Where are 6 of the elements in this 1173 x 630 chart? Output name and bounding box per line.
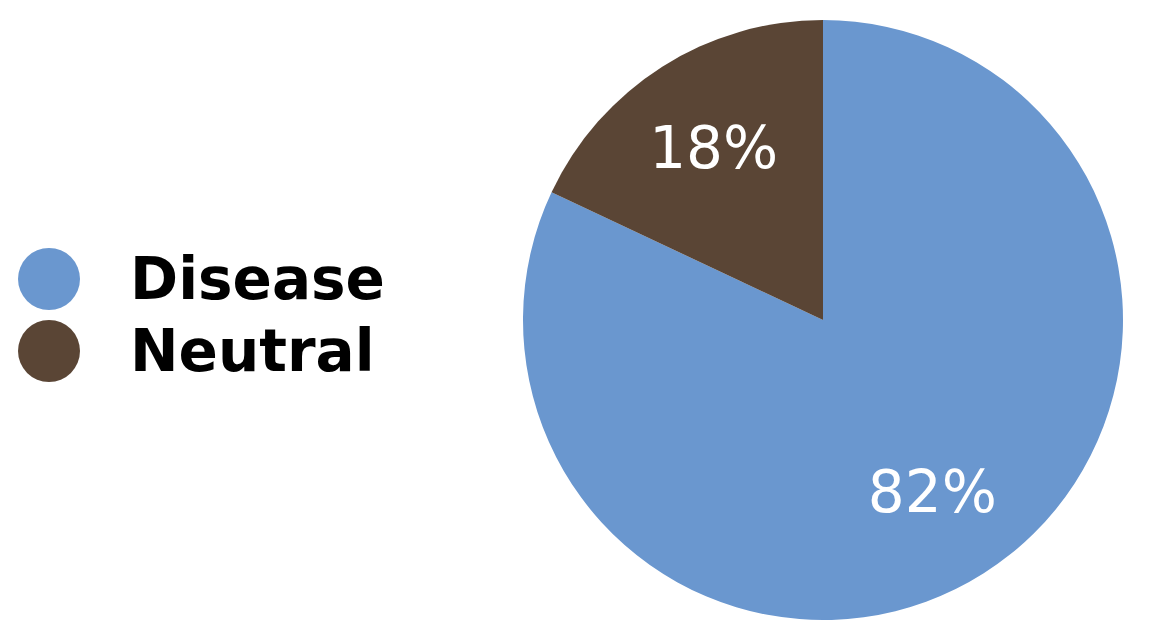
- data-label: 18%: [649, 113, 779, 182]
- pie-slice: [523, 20, 1123, 620]
- data-label: 82%: [867, 458, 997, 527]
- legend-label: Neutral: [130, 317, 375, 385]
- legend-label: Disease: [130, 245, 385, 313]
- pie-slice: [551, 20, 823, 320]
